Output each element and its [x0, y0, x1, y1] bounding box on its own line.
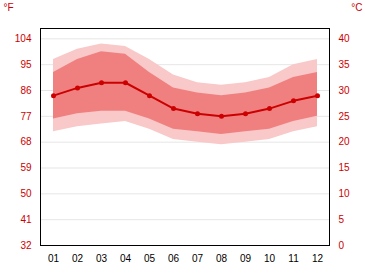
- svg-text:15: 15: [339, 162, 351, 173]
- svg-text:°C: °C: [351, 2, 362, 13]
- svg-text:20: 20: [339, 136, 351, 147]
- svg-text:10: 10: [264, 253, 276, 264]
- svg-text:08: 08: [216, 253, 228, 264]
- svg-text:11: 11: [288, 253, 299, 264]
- svg-text:95: 95: [20, 59, 32, 70]
- svg-text:30: 30: [339, 85, 351, 96]
- svg-text:68: 68: [20, 136, 32, 147]
- svg-text:77: 77: [20, 111, 32, 122]
- svg-text:09: 09: [240, 253, 252, 264]
- svg-text:02: 02: [72, 253, 84, 264]
- svg-text:35: 35: [339, 59, 351, 70]
- svg-text:06: 06: [168, 253, 180, 264]
- svg-text:40: 40: [339, 33, 351, 44]
- svg-text:0: 0: [339, 240, 345, 251]
- svg-text:50: 50: [20, 188, 32, 199]
- svg-text:5: 5: [339, 214, 345, 225]
- svg-text:59: 59: [20, 162, 32, 173]
- svg-text:07: 07: [192, 253, 204, 264]
- svg-text:25: 25: [339, 111, 351, 122]
- svg-text:104: 104: [15, 33, 32, 44]
- svg-text:03: 03: [96, 253, 108, 264]
- svg-text:10: 10: [339, 188, 351, 199]
- svg-text:41: 41: [20, 214, 32, 225]
- svg-text:°F: °F: [4, 2, 14, 13]
- svg-text:05: 05: [144, 253, 156, 264]
- svg-text:04: 04: [120, 253, 132, 264]
- svg-text:12: 12: [312, 253, 324, 264]
- svg-text:32: 32: [20, 240, 32, 251]
- svg-text:86: 86: [20, 85, 32, 96]
- svg-text:01: 01: [48, 253, 60, 264]
